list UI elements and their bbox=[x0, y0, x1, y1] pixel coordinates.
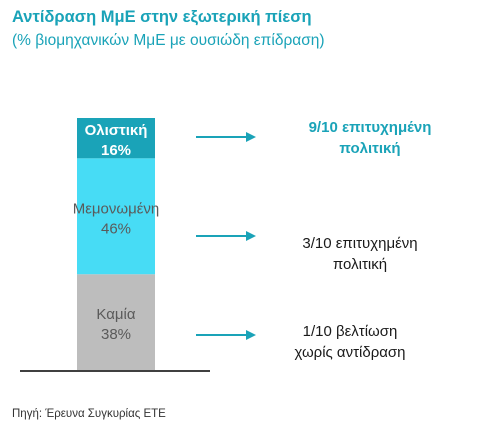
segment-value-2: 16% bbox=[101, 142, 131, 159]
arrow-head-0 bbox=[246, 132, 256, 142]
bar-segment-2 bbox=[77, 118, 155, 159]
stacked-bar: Καμία 38% Μεμονωμένη 46% Ολιστική 16% bbox=[73, 118, 160, 370]
source-note: Πηγή: Έρευνα Συγκυρίας ΕΤΕ bbox=[12, 408, 166, 420]
outcome-isolated-line1: 3/10 επιτυχημένη bbox=[302, 235, 418, 252]
bar-segment-0 bbox=[77, 274, 155, 370]
outcome-isolated-line2: πολιτική bbox=[332, 256, 388, 273]
chart-subtitle: (% βιομηχανικών ΜμΕ με ουσιώδη επίδραση) bbox=[12, 32, 325, 49]
outcome-isolated: 3/10 επιτυχημένη πολιτική bbox=[260, 233, 460, 275]
segment-name-1: Μεμονωμένη bbox=[73, 200, 160, 217]
bar-segment-1 bbox=[77, 158, 155, 275]
chart-title: Αντίδραση ΜμΕ στην εξωτερική πίεση bbox=[12, 8, 312, 26]
segment-name-0: Καμία bbox=[96, 306, 135, 323]
segment-value-0: 38% bbox=[101, 326, 131, 343]
outcome-none: 1/10 βελτίωση χωρίς αντίδραση bbox=[250, 321, 450, 363]
segment-value-1: 46% bbox=[101, 220, 131, 237]
segment-name-2: Ολιστική bbox=[85, 122, 148, 139]
outcome-none-line2: χωρίς αντίδραση bbox=[294, 344, 406, 361]
outcome-none-line1: 1/10 βελτίωση bbox=[302, 323, 398, 340]
outcome-holistic-line1: 9/10 επιτυχημένη bbox=[308, 119, 432, 136]
outcome-arrows bbox=[196, 132, 256, 340]
arrow-head-1 bbox=[246, 231, 256, 241]
outcome-holistic-line2: πολιτική bbox=[339, 140, 401, 157]
arrow-head-2 bbox=[246, 330, 256, 340]
outcome-holistic: 9/10 επιτυχημένη πολιτική bbox=[270, 117, 470, 159]
